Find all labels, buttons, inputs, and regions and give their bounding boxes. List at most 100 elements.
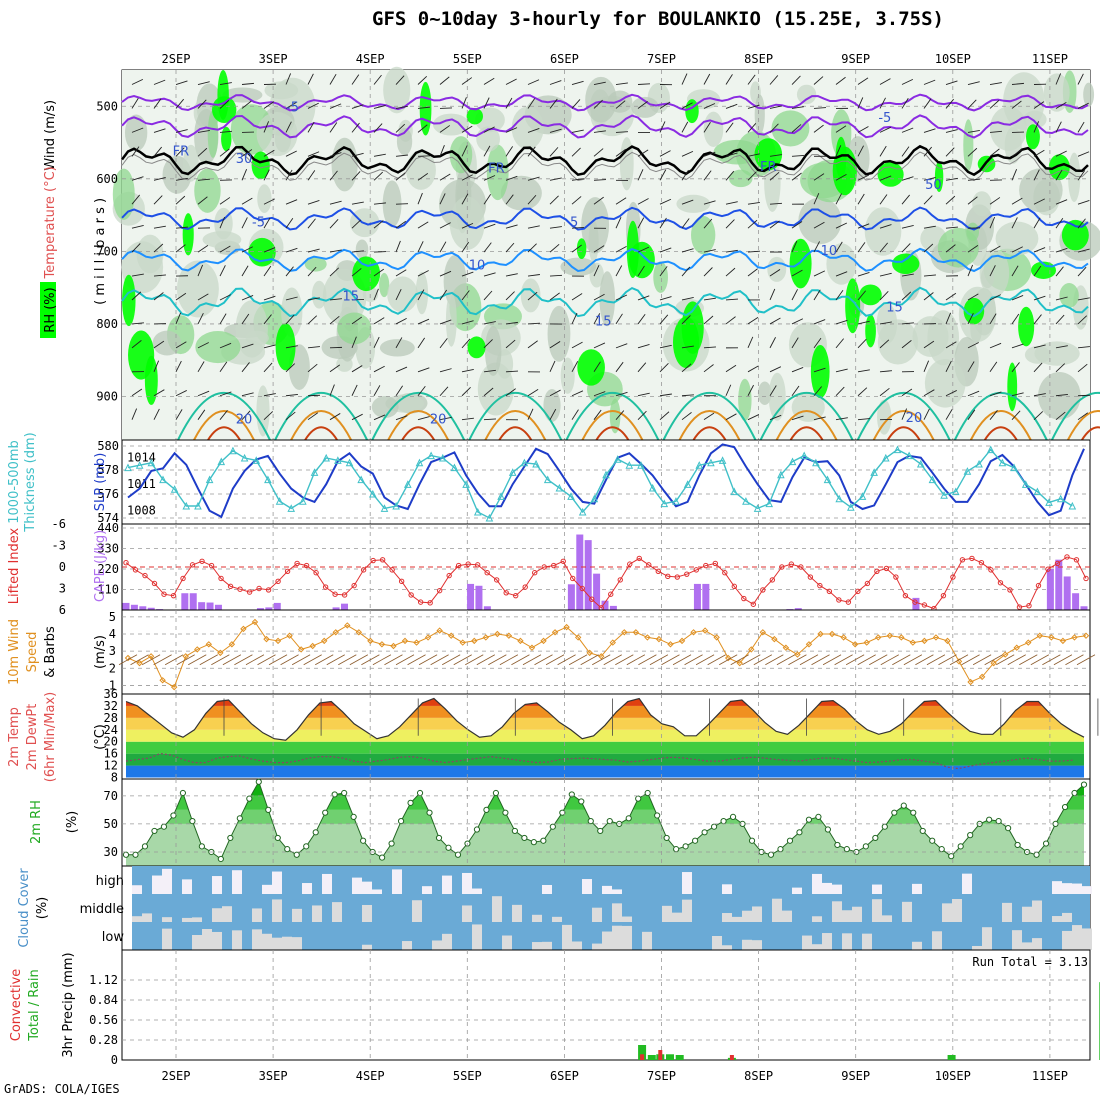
upper-wind-barb (483, 387, 494, 397)
upper-wind-barb (769, 317, 781, 325)
thickness-marker (590, 494, 599, 503)
diurnal-isotherm (565, 391, 660, 441)
temp-tick-12: 12 (104, 759, 118, 773)
rh-marker (796, 829, 803, 836)
wind-barb (303, 654, 322, 666)
wind-speed-marker (1036, 632, 1044, 639)
diurnal-isotherm (595, 426, 630, 441)
upper-wind-barb (1011, 100, 1022, 109)
rh-contour-blob (738, 378, 752, 422)
upper-wind-barb (769, 75, 779, 85)
rh-contour-blob (826, 243, 857, 285)
wind-barb (568, 654, 588, 666)
thickness-marker (310, 468, 319, 476)
upper-wind-barb (1077, 121, 1085, 133)
upper-wind-barb (285, 247, 298, 253)
thickness-marker (508, 468, 517, 476)
dewpoint-line (125, 752, 1073, 770)
upper-wind-barb (263, 247, 276, 253)
thickness-marker (462, 480, 470, 488)
rh-marker (663, 834, 670, 842)
upper-wind-barb (923, 408, 930, 420)
upper-wind-barb (505, 388, 516, 397)
upper-wind-barb (549, 226, 562, 229)
cape-tick-330: 330 (97, 542, 119, 556)
rh-marker (189, 817, 196, 825)
upper-wind-barb (659, 411, 670, 421)
rh-marker (284, 846, 291, 853)
wind-barb (776, 654, 796, 666)
lifted-index-marker (379, 557, 386, 563)
upper-wind-barb (329, 73, 337, 85)
cloud-cell (622, 925, 632, 950)
wind-barb (869, 654, 888, 666)
upper-wind-barb (307, 412, 319, 421)
footer-credit: GrADS: COLA/IGES (4, 1082, 120, 1096)
cloud-cell (912, 941, 922, 950)
upper-wind-barb (901, 224, 914, 229)
cape-bar (567, 584, 575, 610)
rh-marker (843, 846, 850, 853)
cloud-cell (582, 879, 592, 894)
lifted-index-marker (427, 600, 433, 606)
isotherm-label: -5 (252, 216, 265, 231)
upper-wind-barb (307, 297, 320, 301)
upper-wind-barb (461, 290, 470, 301)
upper-wind-barb (483, 223, 496, 229)
rh-saturation-blob (352, 256, 381, 292)
ylabel-cloud-units: (%) (35, 897, 50, 920)
upper-wind-barb (483, 418, 497, 421)
rh-marker (578, 798, 585, 805)
rh-marker (170, 812, 177, 819)
upper-wind-barb (417, 106, 430, 109)
lifted-index-marker (969, 555, 975, 562)
rh-marker (654, 812, 661, 819)
top-day-label-4SEP: 4SEP (356, 52, 385, 66)
wind-barb (996, 654, 1015, 666)
upper-wind-barb (351, 201, 364, 205)
top-day-label-6SEP: 6SEP (550, 52, 579, 66)
ylabel-2m-temp: 2m Temp (7, 707, 22, 767)
upper-wind-barb (527, 408, 534, 420)
rh-contour-blob (152, 330, 182, 356)
upper-wind-barb (461, 241, 470, 253)
precip-total-bar (665, 1054, 674, 1060)
cape-bar (1080, 606, 1088, 610)
upper-wind-barb (329, 200, 342, 205)
lifted-index-marker (474, 562, 481, 568)
wind-speed-marker (967, 678, 974, 686)
pressure-tick-600: 600 (96, 172, 118, 186)
lifted-index-marker (874, 568, 880, 574)
upper-wind-barb (945, 226, 958, 229)
thickness-marker (683, 480, 692, 488)
upper-wind-barb (681, 121, 689, 133)
upper-wind-barb (615, 148, 626, 157)
upper-wind-barb (681, 218, 690, 229)
wind-barb (903, 654, 923, 666)
isotherm-label: 20 (236, 412, 253, 427)
upper-wind-barb (967, 361, 975, 373)
wind-barb (938, 654, 957, 666)
diurnal-isotherm (759, 391, 854, 441)
upper-wind-barb (527, 340, 538, 349)
rh-marker (625, 815, 632, 822)
isotherm-label: 10 (469, 259, 486, 274)
upper-wind-barb (483, 369, 496, 373)
wind-barb (892, 654, 911, 666)
upper-wind-barb (857, 126, 869, 133)
cloud-layer-label-low: low (102, 930, 125, 945)
wind-barb (649, 654, 669, 666)
lifted-index-marker (313, 570, 319, 576)
lifted-index-marker (161, 591, 167, 597)
rh-marker (492, 789, 500, 797)
cloud-cell (782, 910, 792, 922)
upper-wind-barb (703, 170, 712, 181)
temp-tick-36: 36 (104, 687, 118, 701)
upper-wind-barb (1033, 121, 1040, 133)
rh-contour-blob (194, 168, 221, 213)
upper-wind-barb (637, 295, 650, 301)
cloud-cell (432, 940, 442, 950)
wind-speed-marker (240, 625, 247, 633)
upper-wind-barb (901, 408, 908, 420)
wind-speed-marker (632, 629, 640, 636)
